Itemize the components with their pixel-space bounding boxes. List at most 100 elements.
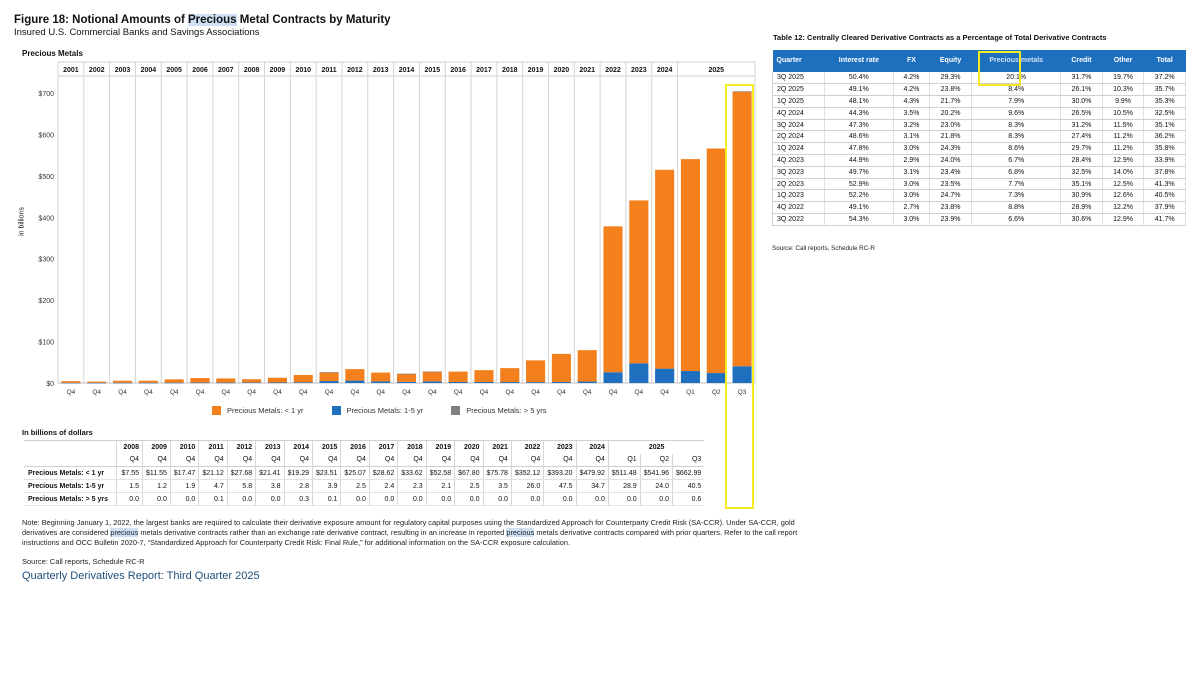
table12-row: 2Q 2025 49.1% 4.2% 23.8% 8.4% 26.1% 10.3% 35.7% bbox=[772, 83, 1186, 97]
table12-cell: 52.9% bbox=[824, 178, 894, 191]
table-cell: Q4 bbox=[169, 453, 199, 467]
table12-cell: 11.2% bbox=[1102, 142, 1145, 156]
table-cell: Q4 bbox=[311, 453, 341, 467]
bar-segment bbox=[138, 380, 158, 383]
table12-cell: 52.2% bbox=[824, 189, 894, 203]
table12-cell: 47.3% bbox=[824, 119, 894, 132]
legend-item: Precious Metals: < 1 yr bbox=[212, 406, 304, 415]
table-row: 2008 2009 2010 2011 2012 2013 2014 2015 2016 2017… bbox=[24, 440, 705, 454]
table-cell: Q4 bbox=[575, 453, 609, 467]
table12-cell: 49.1% bbox=[824, 201, 894, 215]
table12-cell: 6.7% bbox=[971, 154, 1062, 167]
table12-cell: 32.5% bbox=[1143, 107, 1186, 120]
legend-swatch bbox=[451, 406, 461, 415]
table-cell: 28.9 bbox=[607, 479, 641, 493]
table12-cell: 3Q 2024 bbox=[772, 119, 825, 132]
table12-cell: 41.7% bbox=[1143, 213, 1186, 226]
table-cell: 2020 bbox=[454, 440, 484, 454]
bar-segment bbox=[526, 360, 546, 383]
table-cell: 2016 bbox=[340, 440, 370, 454]
table-cell: 0.0 bbox=[226, 492, 256, 506]
table12-cell: 4Q 2024 bbox=[772, 107, 825, 120]
table-cell: Q4 bbox=[397, 453, 427, 467]
table-cell: $479.92 bbox=[575, 466, 609, 480]
bar-segment bbox=[629, 363, 649, 383]
table12-cell: 8.3% bbox=[971, 119, 1062, 132]
table12-cell: 3.0% bbox=[893, 213, 930, 226]
table12-cell: 9.6% bbox=[971, 107, 1062, 120]
table-cell: 0.0 bbox=[607, 492, 641, 506]
x-tick-label: Q4 bbox=[273, 389, 282, 396]
year-label: 2021 bbox=[579, 67, 595, 74]
table12-cell: 44.3% bbox=[824, 107, 894, 120]
table12-cell: 3.0% bbox=[893, 178, 930, 191]
bar-segment bbox=[526, 382, 546, 383]
table12-cell: 28.9% bbox=[1060, 201, 1103, 215]
table12-row: 3Q 2022 54.3% 3.0% 23.9% 6.6% 30.6% 12.9% 41.7% bbox=[772, 213, 1186, 226]
x-tick-label: Q4 bbox=[454, 389, 463, 396]
table12-cell: 4.2% bbox=[893, 83, 930, 97]
table-cell bbox=[24, 440, 116, 454]
table-cell: 4.7 bbox=[198, 479, 228, 493]
table-cell: 2012 bbox=[226, 440, 256, 454]
table12-cell: 19.7% bbox=[1102, 72, 1145, 85]
table12-header-cell: Other bbox=[1102, 50, 1144, 72]
table-cell: Q4 bbox=[482, 453, 512, 467]
table12-cell: 21.8% bbox=[929, 130, 973, 144]
table12-cell: 8.4% bbox=[971, 83, 1062, 97]
table-cell: Precious Metals: < 1 yr bbox=[24, 466, 116, 480]
year-label: 2001 bbox=[63, 67, 79, 74]
table12-header-cell: Interest rate bbox=[824, 50, 894, 72]
table-cell: 2018 bbox=[397, 440, 427, 454]
table-cell: $25.07 bbox=[340, 466, 370, 480]
bar-segment bbox=[706, 148, 726, 374]
table12-cell: 7.3% bbox=[971, 189, 1062, 203]
table12-cell: 12.9% bbox=[1102, 213, 1145, 226]
table12-cell: 2Q 2025 bbox=[772, 83, 825, 97]
table12-cell: 3Q 2025 bbox=[772, 72, 825, 85]
table-cell: 0.0 bbox=[454, 492, 484, 506]
bar-segment bbox=[396, 373, 417, 375]
table-cell: 0.1 bbox=[311, 492, 341, 506]
table12-cell: 54.3% bbox=[824, 213, 894, 226]
table-cell: $11.55 bbox=[142, 466, 171, 480]
table-cell: 2.5 bbox=[454, 479, 484, 493]
bar-segment bbox=[577, 350, 597, 382]
bar-segment bbox=[603, 226, 623, 373]
y-tick-label: $700 bbox=[38, 91, 54, 98]
table-cell: 0.0 bbox=[639, 492, 673, 506]
figure-title: Figure 18: Notional Amounts of Precious … bbox=[14, 14, 391, 26]
bar-segment bbox=[655, 169, 675, 369]
table12: Quarter Interest rate FX Equity Precious met… bbox=[772, 50, 1186, 226]
legend-item: Precious Metals: 1-5 yr bbox=[331, 406, 423, 415]
x-tick-label: Q4 bbox=[402, 389, 411, 396]
table12-cell: 8.6% bbox=[971, 142, 1062, 156]
table12-cell: 12.2% bbox=[1102, 201, 1145, 215]
x-tick-label: Q3 bbox=[738, 389, 747, 396]
table12-cell: 23.8% bbox=[929, 83, 973, 97]
table12-header-cell: Total bbox=[1143, 50, 1186, 72]
table12-cell: 1Q 2025 bbox=[772, 95, 825, 108]
legend-label: Precious Metals: < 1 yr bbox=[227, 406, 304, 415]
table12-cell: 6.8% bbox=[971, 166, 1062, 179]
x-tick-label: Q4 bbox=[221, 389, 230, 396]
bar-segment bbox=[87, 382, 107, 384]
table-cell bbox=[24, 453, 116, 467]
year-label: 2007 bbox=[218, 67, 234, 74]
table12-cell: 1Q 2023 bbox=[772, 189, 825, 203]
bar-segment bbox=[345, 380, 365, 383]
table12-cell: 24.7% bbox=[929, 189, 973, 203]
table12-cell: 40.5% bbox=[1143, 189, 1186, 203]
table12-cell: 2Q 2024 bbox=[772, 130, 825, 144]
bar-segment bbox=[216, 378, 236, 383]
table12-row: 1Q 2023 52.2% 3.0% 24.7% 7.3% 30.9% 12.6% 40.5% bbox=[772, 189, 1186, 203]
legend-swatch bbox=[212, 406, 221, 415]
x-tick-label: Q4 bbox=[351, 389, 360, 396]
table-cell: 5.8 bbox=[226, 479, 256, 493]
table12-cell: 47.8% bbox=[824, 142, 894, 156]
table12-header-cell: Equity bbox=[929, 50, 972, 72]
table12-cell: 20.1% bbox=[971, 72, 1062, 85]
table-cell: 2014 bbox=[283, 440, 313, 454]
table12-row: 1Q 2025 48.1% 4.3% 21.7% 7.9% 30.0% 9.9% 35.3% bbox=[772, 95, 1186, 108]
bar-segment bbox=[345, 369, 365, 381]
